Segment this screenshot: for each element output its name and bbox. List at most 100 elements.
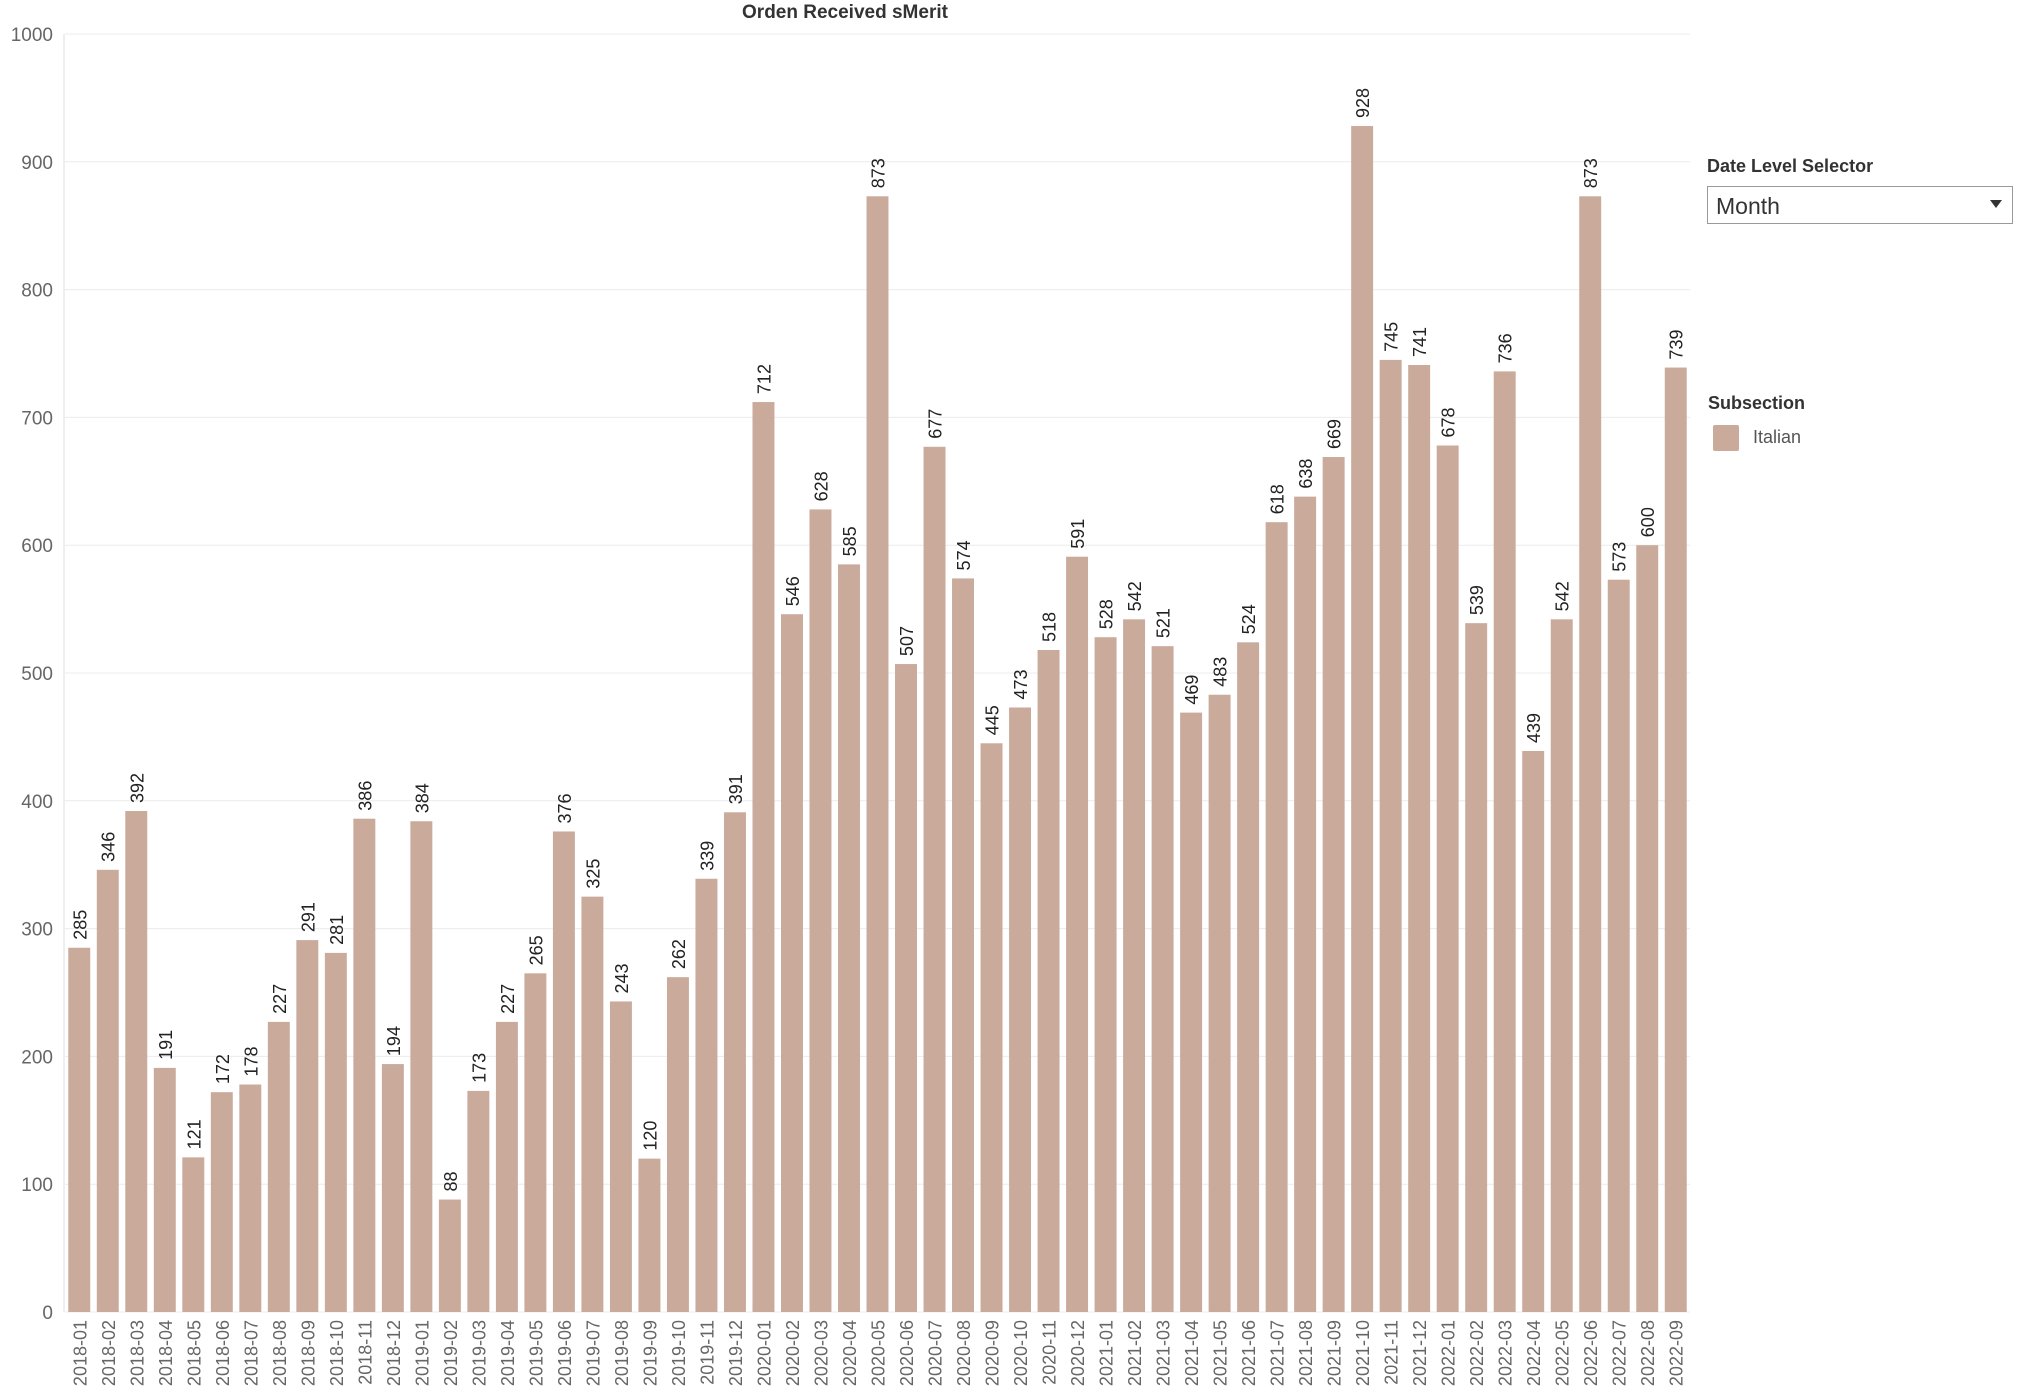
bar [495, 1021, 518, 1312]
bar [752, 402, 775, 1313]
bar [1579, 196, 1602, 1312]
data-label: 346 [99, 832, 119, 862]
bar [1664, 367, 1687, 1313]
data-label: 507 [897, 626, 917, 656]
bar [866, 196, 889, 1312]
data-label: 741 [1410, 327, 1430, 357]
bar [1037, 649, 1060, 1312]
bar [1180, 712, 1203, 1312]
x-tick-label: 2022-09 [1667, 1320, 1687, 1386]
x-tick-label: 2019-11 [697, 1320, 717, 1385]
bar [1408, 365, 1431, 1312]
x-tick-label: 2020-05 [869, 1320, 889, 1386]
data-label: 542 [1553, 581, 1573, 611]
x-tick-label: 2020-07 [926, 1320, 946, 1386]
x-tick-label: 2021-04 [1182, 1320, 1202, 1386]
data-label: 392 [127, 773, 147, 803]
bar [952, 578, 975, 1312]
x-tick-label: 2021-03 [1154, 1320, 1174, 1386]
y-tick-label: 100 [21, 1175, 53, 1196]
x-tick-label: 2020-09 [983, 1320, 1003, 1386]
bar [723, 812, 746, 1312]
data-label: 386 [355, 781, 375, 811]
x-tick-label: 2019-08 [612, 1320, 632, 1386]
data-label: 873 [869, 158, 889, 188]
data-label: 194 [384, 1026, 404, 1056]
x-tick-label: 2022-05 [1553, 1320, 1573, 1386]
x-tick-label: 2022-03 [1496, 1320, 1516, 1386]
data-label: 542 [1125, 581, 1145, 611]
bar [1094, 637, 1117, 1312]
x-tick-label: 2020-12 [1068, 1320, 1088, 1386]
data-label: 678 [1439, 407, 1459, 437]
bar [1636, 545, 1659, 1312]
x-tick-label: 2021-02 [1125, 1320, 1145, 1386]
data-label: 669 [1325, 419, 1345, 449]
x-tick-label: 2019-04 [498, 1320, 518, 1386]
bar [1550, 619, 1573, 1312]
bar [780, 614, 803, 1312]
bar [552, 831, 575, 1312]
x-tick-label: 2022-08 [1638, 1320, 1658, 1386]
data-label: 262 [669, 939, 689, 969]
chart-title: Orden Received sMerit [742, 2, 948, 23]
data-label: 227 [270, 984, 290, 1014]
x-tick-label: 2021-09 [1325, 1320, 1345, 1386]
y-tick-label: 400 [21, 792, 53, 813]
bar [182, 1157, 205, 1312]
bar [1123, 619, 1146, 1312]
x-tick-label: 2018-10 [327, 1320, 347, 1386]
x-tick-label: 2021-01 [1097, 1320, 1117, 1386]
x-tick-label: 2021-11 [1382, 1320, 1402, 1385]
data-label: 585 [840, 526, 860, 556]
data-label: 88 [441, 1172, 461, 1192]
data-label: 618 [1268, 484, 1288, 514]
x-tick-label: 2021-12 [1410, 1320, 1430, 1386]
data-label: 469 [1182, 675, 1202, 705]
bar [1379, 359, 1402, 1312]
bar [1208, 694, 1231, 1312]
data-label: 339 [697, 841, 717, 871]
bar [1237, 642, 1260, 1312]
bar [1151, 646, 1174, 1312]
bar [296, 940, 319, 1312]
bar [1009, 707, 1032, 1312]
bar-chart: 0 100 200 300 400 500 600 700 800 900 1000 285 2018-… [11, 25, 1690, 1386]
data-label: 483 [1211, 657, 1231, 687]
x-tick-label: 2019-03 [469, 1320, 489, 1386]
bar [895, 664, 917, 1312]
x-tick-label: 2020-08 [954, 1320, 974, 1386]
x-tick-label: 2021-06 [1239, 1320, 1259, 1386]
data-label: 591 [1068, 519, 1088, 549]
data-label: 291 [298, 902, 318, 932]
data-label: 528 [1097, 599, 1117, 629]
data-label: 539 [1467, 585, 1487, 615]
data-label: 121 [184, 1119, 204, 1149]
x-tick-label: 2018-09 [298, 1320, 318, 1386]
data-label: 178 [241, 1046, 261, 1076]
date-level-selector-label: Date Level Selector [1707, 156, 1874, 176]
bar [96, 869, 119, 1312]
date-level-selector-dropdown[interactable]: Month [1707, 186, 2013, 224]
bar [1351, 126, 1374, 1313]
bar [410, 821, 433, 1312]
data-label: 573 [1610, 542, 1630, 572]
y-tick-label: 500 [21, 664, 53, 685]
bar [153, 1067, 176, 1312]
bar [695, 878, 718, 1312]
x-tick-label: 2021-10 [1353, 1320, 1373, 1386]
bar [923, 446, 946, 1312]
x-tick-label: 2019-02 [441, 1320, 461, 1386]
data-label: 736 [1496, 333, 1516, 363]
x-tick-label: 2021-07 [1268, 1320, 1288, 1386]
data-label: 285 [70, 910, 90, 940]
data-label: 712 [754, 364, 774, 394]
chevron-down-icon[interactable] [1990, 200, 2002, 208]
data-label: 677 [926, 409, 946, 439]
data-label: 191 [156, 1030, 176, 1060]
x-tick-label: 2019-01 [412, 1320, 432, 1386]
x-tick-label: 2022-07 [1610, 1320, 1630, 1386]
x-tick-label: 2019-05 [526, 1320, 546, 1386]
x-tick-label: 2022-02 [1467, 1320, 1487, 1386]
data-label: 518 [1040, 612, 1060, 642]
